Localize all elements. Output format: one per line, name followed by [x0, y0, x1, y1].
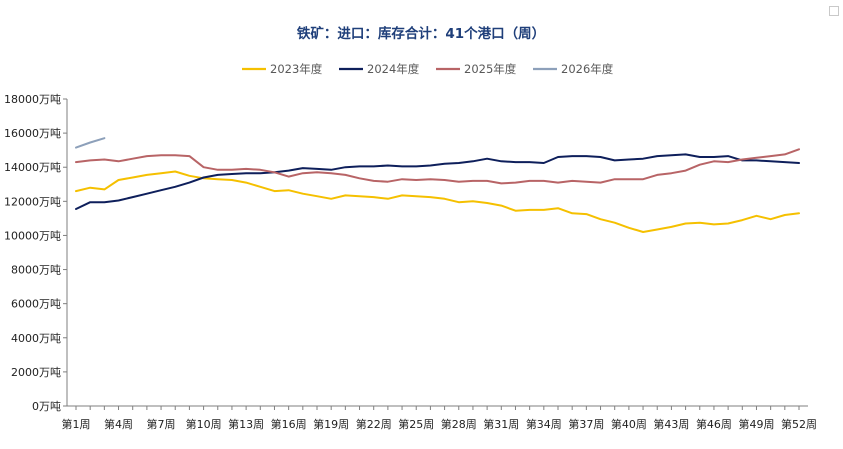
legend: 2023年度 2024年度 2025年度 2026年度 [242, 62, 614, 76]
x-tick-label: 第28周 [441, 417, 477, 431]
legend-label: 2023年度 [270, 62, 323, 76]
x-tick-label: 第22周 [356, 417, 392, 431]
y-tick-label: 10000万吨 [4, 229, 61, 242]
series-line-2024年度 [75, 153, 800, 210]
x-tick-label: 第49周 [738, 417, 774, 431]
y-tick-label: 12000万吨 [4, 195, 61, 208]
y-tick-label: 16000万吨 [4, 127, 61, 140]
chart-frame-corner [829, 6, 839, 16]
x-tick-label: 第1周 [62, 417, 91, 431]
y-tick-label: 18000万吨 [4, 93, 61, 106]
x-tick-label: 第43周 [653, 417, 689, 431]
y-tick-label: 14000万吨 [4, 161, 61, 174]
series-line-2023年度 [75, 170, 800, 233]
x-tick-label: 第40周 [611, 417, 647, 431]
series-group [75, 137, 800, 233]
chart-title: 铁矿：进口：库存合计：41个港口（周） [297, 25, 545, 42]
series-line-2026年度 [75, 137, 106, 149]
x-tick-label: 第52周 [781, 417, 817, 431]
x-tick-label: 第19周 [313, 417, 349, 431]
x-tick-label: 第13周 [228, 417, 264, 431]
y-tick-label: 4000万吨 [11, 332, 61, 345]
x-tick-label: 第10周 [186, 417, 222, 431]
y-tick-label: 8000万吨 [11, 264, 61, 277]
x-tick-label: 第46周 [696, 417, 732, 431]
legend-label: 2024年度 [367, 62, 420, 76]
legend-label: 2026年度 [561, 62, 614, 76]
x-tick-label: 第34周 [526, 417, 562, 431]
x-tick-label: 第25周 [398, 417, 434, 431]
y-tick-label: 2000万吨 [11, 366, 61, 379]
legend-label: 2025年度 [464, 62, 517, 76]
y-tick-label: 6000万吨 [11, 298, 61, 311]
x-tick-label: 第4周 [104, 417, 133, 431]
x-axis: 第1周 第4周 第7周 第10周 第13周 第16周 第19周 第22周 第25周 第28周 第31… [62, 405, 817, 431]
y-axis: 0万吨 2000万吨 4000万吨 6000万吨 8000万吨 10000万吨 12000万… [4, 93, 68, 413]
x-tick-label: 第37周 [568, 417, 604, 431]
series-line-2025年度 [75, 148, 800, 185]
x-tick-label: 第31周 [483, 417, 519, 431]
y-tick-label: 0万吨 [32, 400, 61, 413]
x-tick-label: 第7周 [147, 417, 176, 431]
x-tick-label: 第16周 [271, 417, 307, 431]
